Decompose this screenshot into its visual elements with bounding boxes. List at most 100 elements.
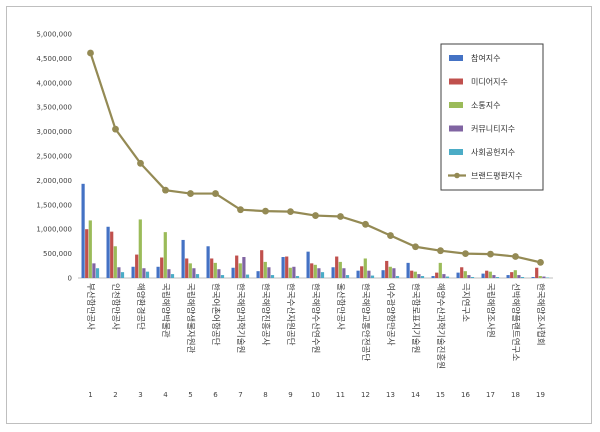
y-tick-label: 500,000 bbox=[43, 250, 72, 258]
bar-5-7 bbox=[245, 274, 250, 278]
brand-index-point-13 bbox=[387, 232, 394, 239]
bar-5-2 bbox=[120, 272, 125, 278]
bar-2-15 bbox=[435, 272, 439, 278]
category-label: 한국해양과학기술원 bbox=[235, 283, 246, 353]
bar-2-13 bbox=[385, 260, 389, 278]
bar-4-13 bbox=[392, 268, 396, 278]
brand-index-point-6 bbox=[212, 190, 219, 197]
bar-4-8 bbox=[267, 267, 271, 278]
category-label: 국립해양박물관 bbox=[160, 283, 171, 338]
bar-1-1 bbox=[81, 183, 85, 278]
y-tick-label: 2,000,000 bbox=[36, 177, 72, 185]
legend-swatch bbox=[449, 149, 463, 155]
bar-3-16 bbox=[463, 271, 467, 278]
bar-2-7 bbox=[235, 255, 239, 278]
bar-5-13 bbox=[395, 276, 400, 278]
bar-2-9 bbox=[285, 256, 289, 278]
category-index-label: 12 bbox=[361, 391, 370, 399]
category-label: 해양수산과학기술진흥원 bbox=[435, 283, 446, 369]
bar-2-14 bbox=[410, 270, 414, 278]
category-label: 국립해양생물자원관 bbox=[185, 283, 196, 354]
bar-2-19 bbox=[535, 267, 539, 278]
category-index-label: 8 bbox=[263, 391, 267, 399]
category-index-label: 2 bbox=[113, 391, 117, 399]
bar-5-5 bbox=[195, 274, 200, 278]
legend-swatch bbox=[449, 125, 463, 132]
bar-4-7 bbox=[242, 257, 246, 278]
bar-5-1 bbox=[95, 268, 100, 278]
bar-3-11 bbox=[338, 261, 342, 278]
brand-index-point-1 bbox=[87, 49, 94, 57]
brand-index-point-11 bbox=[337, 213, 344, 220]
category-label: 한국해양교통안전공단 bbox=[360, 283, 371, 361]
bar-4-1 bbox=[92, 263, 96, 278]
legend-label: 커뮤니티지수 bbox=[471, 124, 515, 134]
bar-4-9 bbox=[292, 266, 296, 278]
category-index-label: 17 bbox=[486, 391, 495, 399]
bar-3-13 bbox=[388, 266, 392, 278]
bar-2-17 bbox=[485, 270, 489, 278]
bar-5-9 bbox=[295, 276, 300, 278]
y-tick-label: 1,500,000 bbox=[36, 201, 72, 209]
bar-1-11 bbox=[331, 267, 335, 278]
category-index-label: 11 bbox=[336, 391, 345, 399]
bar-5-15 bbox=[445, 276, 450, 278]
bar-3-15 bbox=[438, 262, 442, 278]
category-index-label: 6 bbox=[213, 391, 218, 399]
bar-2-11 bbox=[335, 256, 339, 278]
brand-index-point-14 bbox=[412, 243, 419, 251]
bar-5-12 bbox=[370, 275, 375, 278]
brand-index-point-9 bbox=[287, 208, 294, 216]
bar-4-15 bbox=[442, 274, 446, 278]
legend-label: 사회공헌지수 bbox=[471, 148, 515, 157]
bar-5-16 bbox=[470, 277, 475, 278]
bar-1-10 bbox=[306, 251, 310, 278]
bar-4-14 bbox=[417, 274, 421, 278]
brand-index-point-10 bbox=[312, 212, 319, 219]
category-label: 한국해양수산연수원 bbox=[310, 283, 321, 353]
bar-3-1 bbox=[88, 220, 92, 278]
bar-2-1 bbox=[85, 229, 89, 278]
y-tick-label: 4,500,000 bbox=[36, 55, 72, 63]
y-tick-label: 0 bbox=[68, 275, 72, 283]
category-label: 한국항로표지기술원 bbox=[410, 283, 420, 353]
bar-1-17 bbox=[481, 273, 485, 278]
category-index-label: 10 bbox=[311, 391, 320, 399]
category-label: 해양환경공단 bbox=[135, 283, 146, 330]
bar-2-16 bbox=[460, 267, 464, 278]
bar-5-8 bbox=[270, 275, 275, 278]
bar-4-2 bbox=[117, 267, 121, 278]
legend-swatch bbox=[449, 55, 463, 61]
category-label: 한국어촌어항공단 bbox=[210, 283, 221, 346]
bar-1-7 bbox=[231, 267, 235, 278]
bar-3-4 bbox=[163, 232, 167, 278]
bar-3-2 bbox=[113, 246, 117, 278]
legend-label: 미디어지수 bbox=[471, 77, 508, 87]
y-tick-label: 3,500,000 bbox=[36, 104, 72, 112]
category-index-label: 3 bbox=[138, 391, 142, 399]
bar-5-17 bbox=[495, 277, 500, 278]
bar-3-7 bbox=[238, 263, 242, 278]
bar-4-10 bbox=[317, 268, 321, 278]
y-tick-label: 5,000,000 bbox=[36, 31, 72, 39]
bar-2-2 bbox=[110, 231, 114, 278]
bar-2-4 bbox=[160, 257, 164, 278]
bar-4-5 bbox=[192, 268, 196, 278]
bar-1-18 bbox=[506, 275, 510, 278]
bar-3-6 bbox=[213, 262, 217, 278]
bar-5-6 bbox=[220, 275, 225, 278]
bar-5-18 bbox=[520, 277, 525, 278]
category-index-label: 13 bbox=[386, 391, 395, 399]
category-index-label: 14 bbox=[411, 391, 420, 399]
bar-5-14 bbox=[420, 276, 425, 278]
brand-index-point-12 bbox=[362, 220, 369, 228]
bar-4-18 bbox=[517, 275, 521, 278]
bar-1-5 bbox=[181, 239, 185, 278]
legend-swatch bbox=[449, 78, 463, 85]
bar-3-17 bbox=[488, 271, 492, 278]
brand-index-point-18 bbox=[512, 253, 519, 260]
bar-4-6 bbox=[217, 269, 221, 278]
brand-index-point-15 bbox=[437, 247, 444, 255]
bar-2-8 bbox=[260, 250, 264, 278]
category-label: 인천항만공사 bbox=[110, 283, 121, 330]
